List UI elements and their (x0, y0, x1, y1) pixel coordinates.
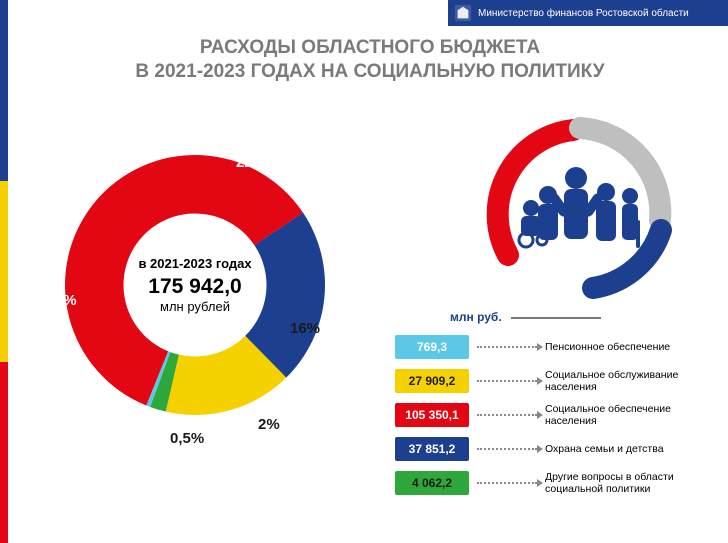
donut-unit: млн рублей (110, 299, 280, 314)
legend-arrow (477, 380, 537, 382)
header-org-label: Министерство финансов Ростовской области (478, 8, 689, 19)
social-logo (458, 100, 688, 300)
legend-row: 4 062,2 Другие вопросы в области социальн… (395, 471, 715, 495)
page-title: РАСХОДЫ ОБЛАСТНОГО БЮДЖЕТА В 2021-2023 Г… (60, 36, 680, 84)
donut-period: в 2021-2023 годах (110, 256, 280, 271)
legend-arrow (477, 448, 537, 450)
legend-arrow (477, 346, 537, 348)
legend-value-chip: 37 851,2 (395, 437, 469, 461)
legend-unit-label: млн руб. (450, 310, 502, 324)
legend-row: 37 851,2 Охрана семьи и детства (395, 437, 715, 461)
legend-value-chip: 4 062,2 (395, 471, 469, 495)
legend-row: 27 909,2 Социальное обслуживание населени… (395, 369, 715, 393)
legend-row: 105 350,1 Социальное обеспечение населени… (395, 403, 715, 427)
header-bar: Министерство финансов Ростовской области (448, 0, 728, 26)
legend-row: 769,3 Пенсионное обеспечение (395, 335, 715, 359)
donut-chart: в 2021-2023 годах 175 942,0 млн рублей 5… (40, 130, 350, 440)
donut-pct-label: 59,5% (34, 292, 77, 309)
donut-pct-label: 16% (290, 320, 320, 337)
donut-pct-label: 0,5% (170, 430, 204, 447)
legend-arrow (477, 482, 537, 484)
legend-text: Социальное обслуживание населения (545, 369, 705, 393)
legend-unit: млн руб. (450, 310, 601, 324)
legend-text: Социальное обеспечение населения (545, 403, 705, 427)
donut-total: 175 942,0 (110, 275, 280, 299)
legend-text: Другие вопросы в области социальной поли… (545, 471, 705, 495)
donut-pct-label: 2% (258, 416, 280, 433)
legend-text: Пенсионное обеспечение (545, 341, 670, 353)
sidebar-stripe-blue (0, 0, 8, 181)
donut-center: в 2021-2023 годах 175 942,0 млн рублей (110, 256, 280, 314)
emblem-icon (454, 4, 472, 22)
title-line2: В 2021-2023 ГОДАХ НА СОЦИАЛЬНУЮ ПОЛИТИКУ (60, 60, 680, 84)
legend-value-chip: 27 909,2 (395, 369, 469, 393)
title-line1: РАСХОДЫ ОБЛАСТНОГО БЮДЖЕТА (60, 36, 680, 60)
legend-value-chip: 105 350,1 (395, 403, 469, 427)
donut-pct-label: 22% (236, 154, 266, 171)
sidebar-stripe-yellow (0, 181, 8, 362)
sidebar-stripe-red (0, 362, 8, 543)
social-logo-svg (458, 100, 688, 300)
legend-divider (511, 317, 601, 319)
legend: 769,3 Пенсионное обеспечение 27 909,2 Социа… (395, 335, 715, 505)
legend-arrow (477, 414, 537, 416)
legend-text: Охрана семьи и детства (545, 443, 664, 455)
legend-value-chip: 769,3 (395, 335, 469, 359)
